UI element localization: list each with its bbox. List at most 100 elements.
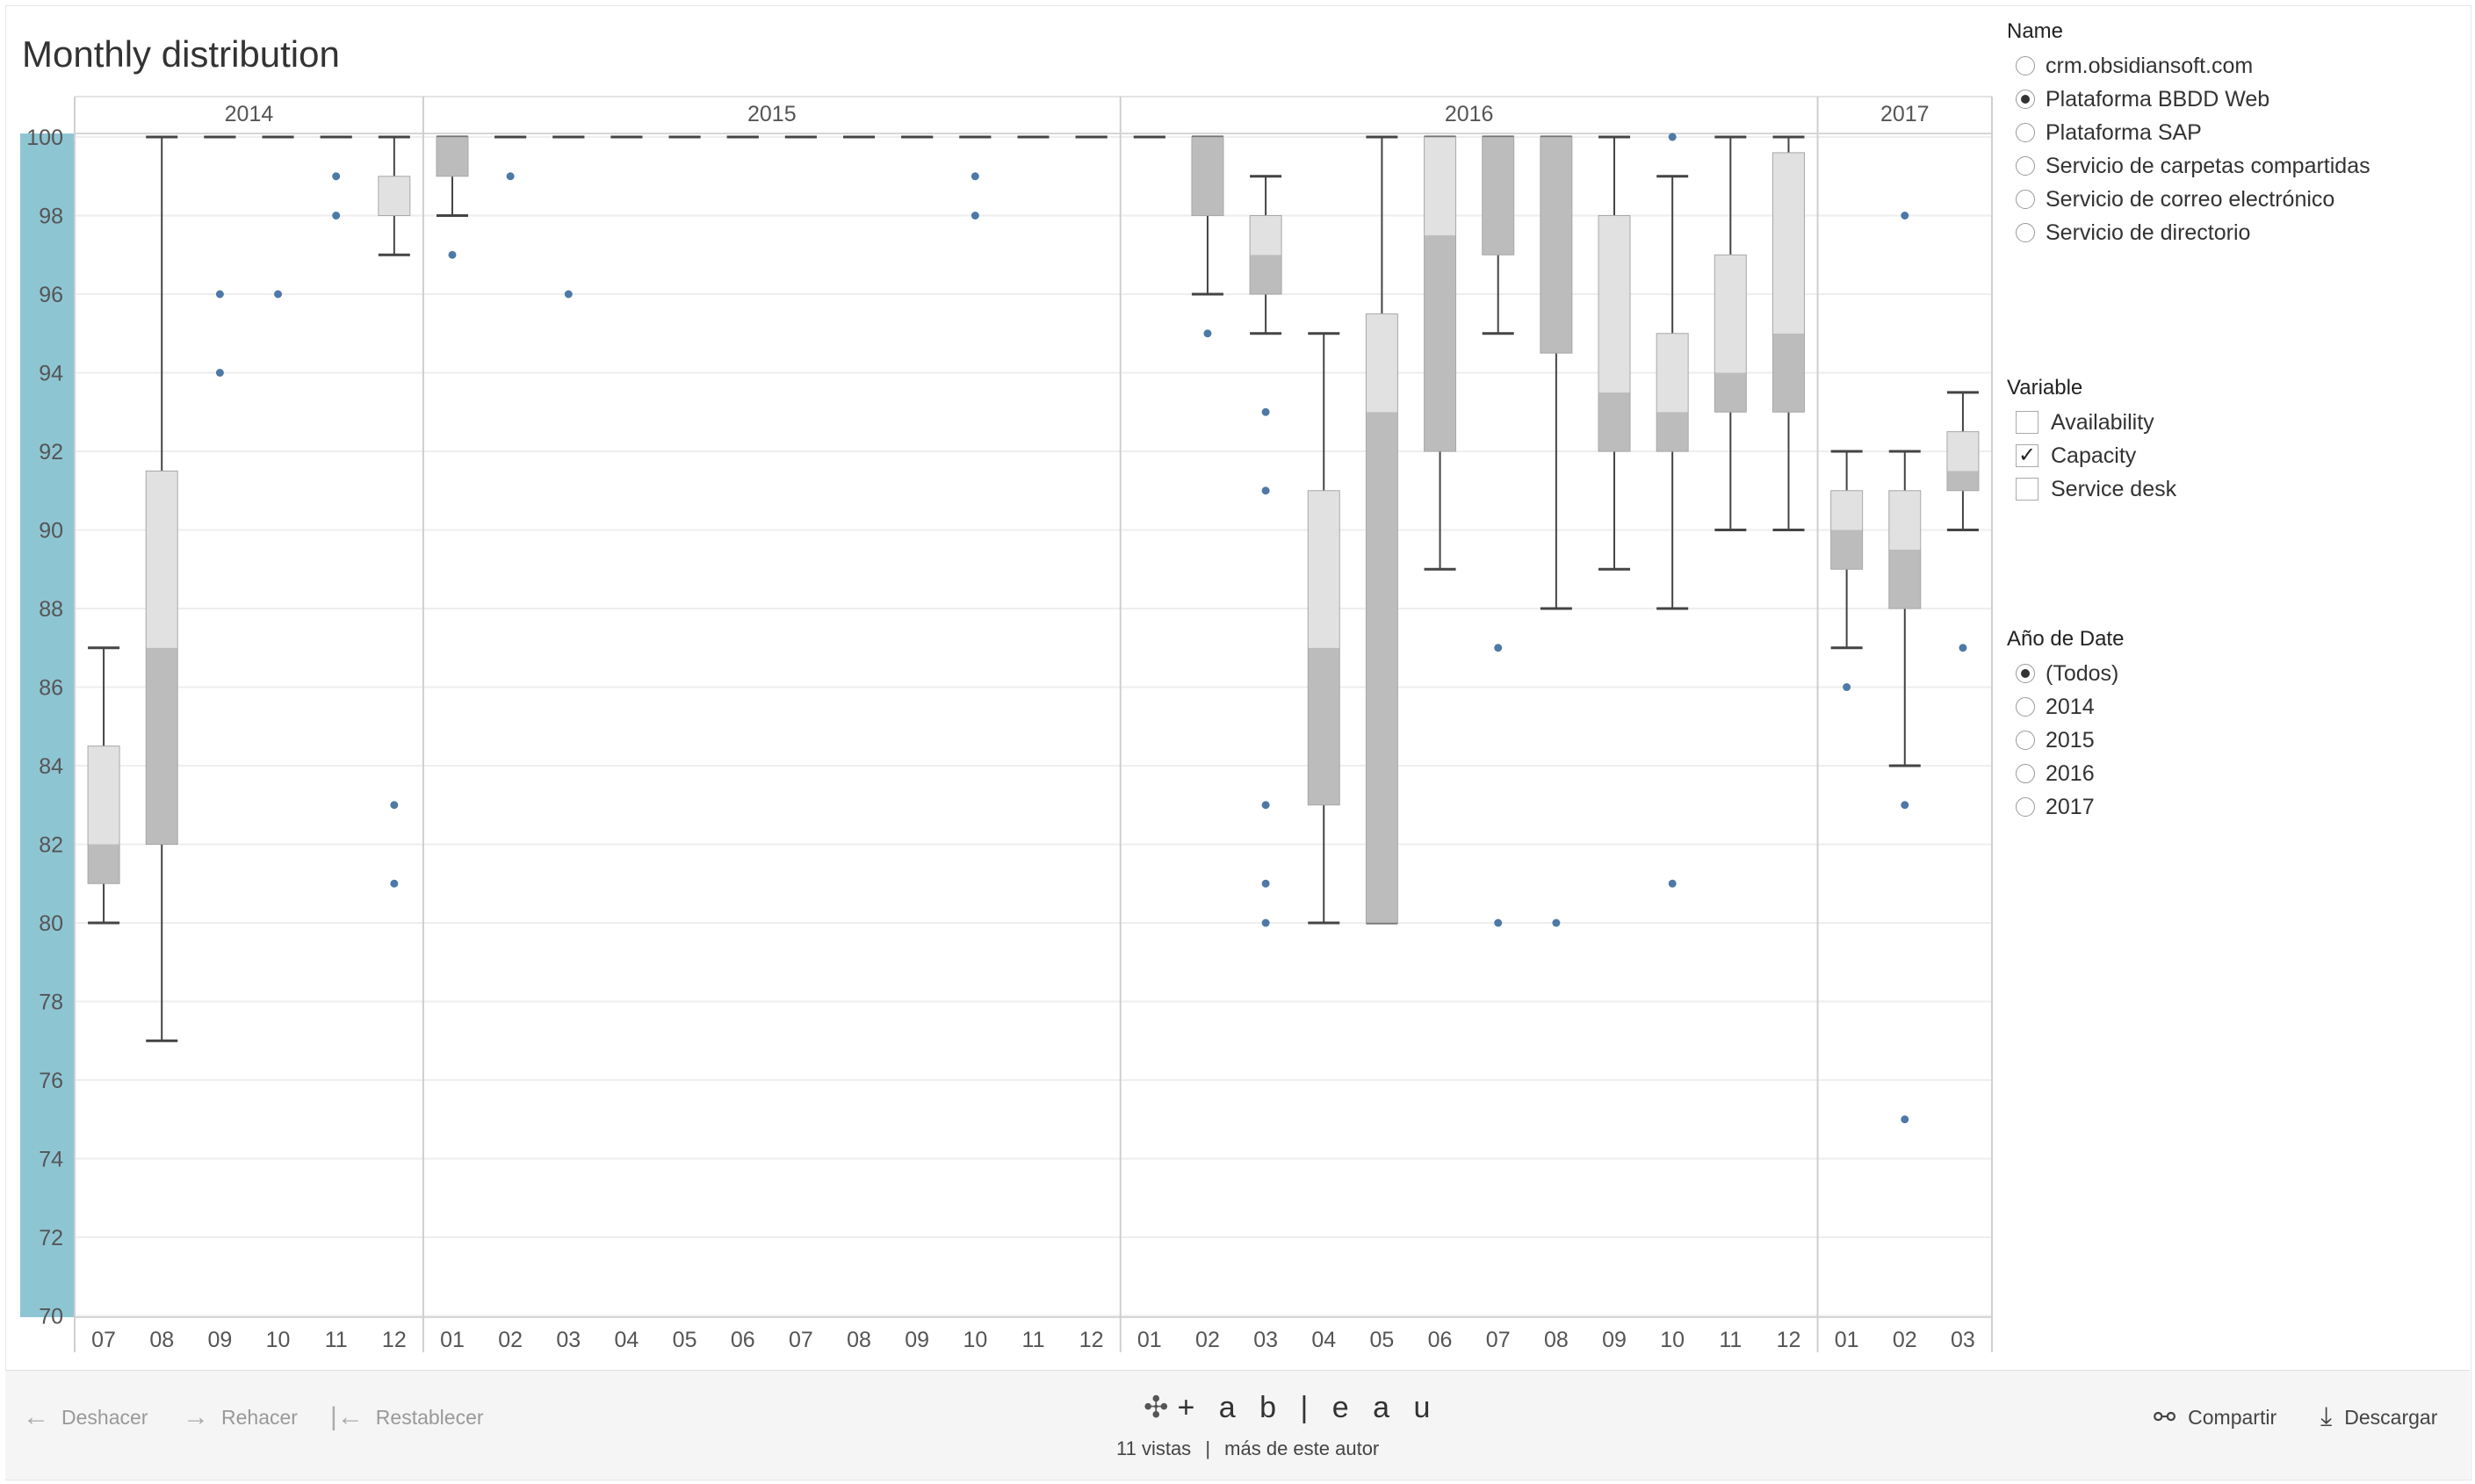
radio-button[interactable] <box>2016 697 2035 717</box>
radio-button[interactable] <box>2016 123 2035 142</box>
year-option-label: (Todos) <box>2046 660 2119 686</box>
variable-option[interactable]: ✓ Capacity <box>2007 439 2176 472</box>
outlier-point <box>506 172 515 181</box>
lower-box <box>1191 137 1223 216</box>
upper-box <box>378 176 410 216</box>
share-button[interactable]: ⚯ Compartir <box>2154 1402 2277 1433</box>
variable-option[interactable]: Service desk <box>2007 472 2176 506</box>
year-option-label: 2014 <box>2046 694 2095 719</box>
year-option[interactable]: 2016 <box>2007 757 2124 790</box>
outlier-point <box>215 290 224 299</box>
year-option-label: 2015 <box>2046 727 2095 753</box>
redo-label: Rehacer <box>221 1405 298 1429</box>
name-option[interactable]: Servicio de carpetas compartidas <box>2007 149 2370 183</box>
y-tick-label: 84 <box>39 754 63 779</box>
year-filter: Año de Date (Todos) 2014 2015 2016 2017 <box>2007 627 2124 824</box>
radio-button[interactable] <box>2016 797 2035 817</box>
variable-option-label: Capacity <box>2051 443 2137 468</box>
year-option[interactable]: (Todos) <box>2007 657 2124 690</box>
month-tick-label: 10 <box>266 1328 291 1352</box>
tableau-wordmark: + a b | e a u <box>1177 1390 1439 1424</box>
y-tick-label: 90 <box>39 519 63 544</box>
month-tick-label: 12 <box>1777 1328 1801 1352</box>
name-option-label: Servicio de carpetas compartidas <box>2046 153 2370 178</box>
upper-box <box>1250 215 1282 256</box>
tableau-logo[interactable]: ✣ + a b | e a u <box>1144 1390 1438 1425</box>
lower-box <box>1656 412 1689 451</box>
month-tick-label: 03 <box>1951 1328 1975 1352</box>
undo-button[interactable]: ← Deshacer <box>23 1402 148 1432</box>
outlier-point <box>332 172 341 181</box>
outlier-point <box>971 212 979 220</box>
radio-button[interactable] <box>2016 223 2035 242</box>
month-tick-label: 11 <box>1719 1328 1742 1352</box>
more-from-author-link[interactable]: más de este autor <box>1224 1437 1380 1459</box>
outlier-point <box>1261 918 1270 927</box>
year-option[interactable]: 2015 <box>2007 724 2124 757</box>
redo-button[interactable]: → Rehacer <box>183 1402 298 1432</box>
outlier-point <box>1203 329 1212 338</box>
name-option-label: Plataforma SAP <box>2046 119 2202 145</box>
lower-box <box>1830 529 1863 570</box>
upper-box <box>1772 152 1805 334</box>
lower-box <box>1250 255 1282 294</box>
y-tick-label: 78 <box>39 991 63 1015</box>
year-filter-title: Año de Date <box>2007 627 2125 651</box>
outlier-point <box>390 879 399 888</box>
radio-button[interactable] <box>2016 664 2035 683</box>
month-tick-label: 02 <box>1195 1328 1220 1352</box>
box-outline <box>145 470 178 845</box>
year-option-label: 2016 <box>2046 760 2095 786</box>
download-icon: ⤓ <box>2320 1402 2333 1431</box>
month-tick-label: 04 <box>615 1328 639 1352</box>
lower-box <box>1308 647 1340 805</box>
y-tick-label: 70 <box>39 1305 63 1329</box>
variable-option[interactable]: Availability <box>2007 406 2176 439</box>
box-outline <box>1249 215 1282 295</box>
variable-option-label: Availability <box>2051 409 2154 435</box>
month-tick-label: 12 <box>382 1328 407 1352</box>
year-option[interactable]: 2017 <box>2007 790 2124 824</box>
name-option-label: Servicio de directorio <box>2046 220 2251 245</box>
year-option[interactable]: 2014 <box>2007 690 2124 724</box>
name-option[interactable]: Plataforma SAP <box>2007 116 2370 149</box>
upper-box <box>1366 313 1398 413</box>
y-tick-label: 72 <box>39 1226 63 1250</box>
radio-button[interactable] <box>2016 190 2035 209</box>
name-option[interactable]: crm.obsidiansoft.com <box>2007 49 2370 83</box>
month-tick-label: 07 <box>91 1328 116 1352</box>
month-tick-label: 11 <box>1022 1328 1045 1352</box>
chart-title: Monthly distribution <box>22 33 340 75</box>
box-outline <box>1307 490 1340 806</box>
box-outline <box>87 746 120 884</box>
outlier-point <box>1261 801 1270 810</box>
name-option[interactable]: Servicio de directorio <box>2007 216 2370 249</box>
checkbox[interactable] <box>2016 411 2038 434</box>
checkbox[interactable]: ✓ <box>2016 444 2038 467</box>
radio-button[interactable] <box>2016 764 2035 783</box>
name-option-label: Plataforma BBDD Web <box>2046 86 2270 112</box>
radio-button[interactable] <box>2016 731 2035 750</box>
name-option[interactable]: Servicio de correo electrónico <box>2007 183 2370 216</box>
name-filter-title: Name <box>2007 19 2064 43</box>
name-option[interactable]: Plataforma BBDD Web <box>2007 83 2370 116</box>
variable-option-label: Service desk <box>2051 476 2177 501</box>
lower-box <box>1888 549 1921 609</box>
lower-box <box>1424 234 1456 451</box>
share-icon: ⚯ <box>2154 1403 2176 1432</box>
view-stats: 11 vistas | más de este autor <box>1116 1437 1379 1460</box>
radio-button[interactable] <box>2016 56 2035 76</box>
upper-box <box>1888 490 1921 550</box>
month-tick-label: 03 <box>556 1328 581 1352</box>
outlier-point <box>564 290 573 299</box>
box-outline <box>1365 313 1398 924</box>
reset-button[interactable]: |← Restablecer <box>330 1402 484 1432</box>
radio-button[interactable] <box>2016 90 2035 109</box>
box-outline <box>1656 333 1689 452</box>
download-button[interactable]: ⤓ Descargar <box>2320 1402 2437 1432</box>
month-tick-label: 10 <box>963 1328 987 1352</box>
radio-button[interactable] <box>2016 156 2035 176</box>
undo-label: Deshacer <box>61 1405 148 1429</box>
outlier-point <box>1261 879 1270 888</box>
checkbox[interactable] <box>2016 478 2038 501</box>
